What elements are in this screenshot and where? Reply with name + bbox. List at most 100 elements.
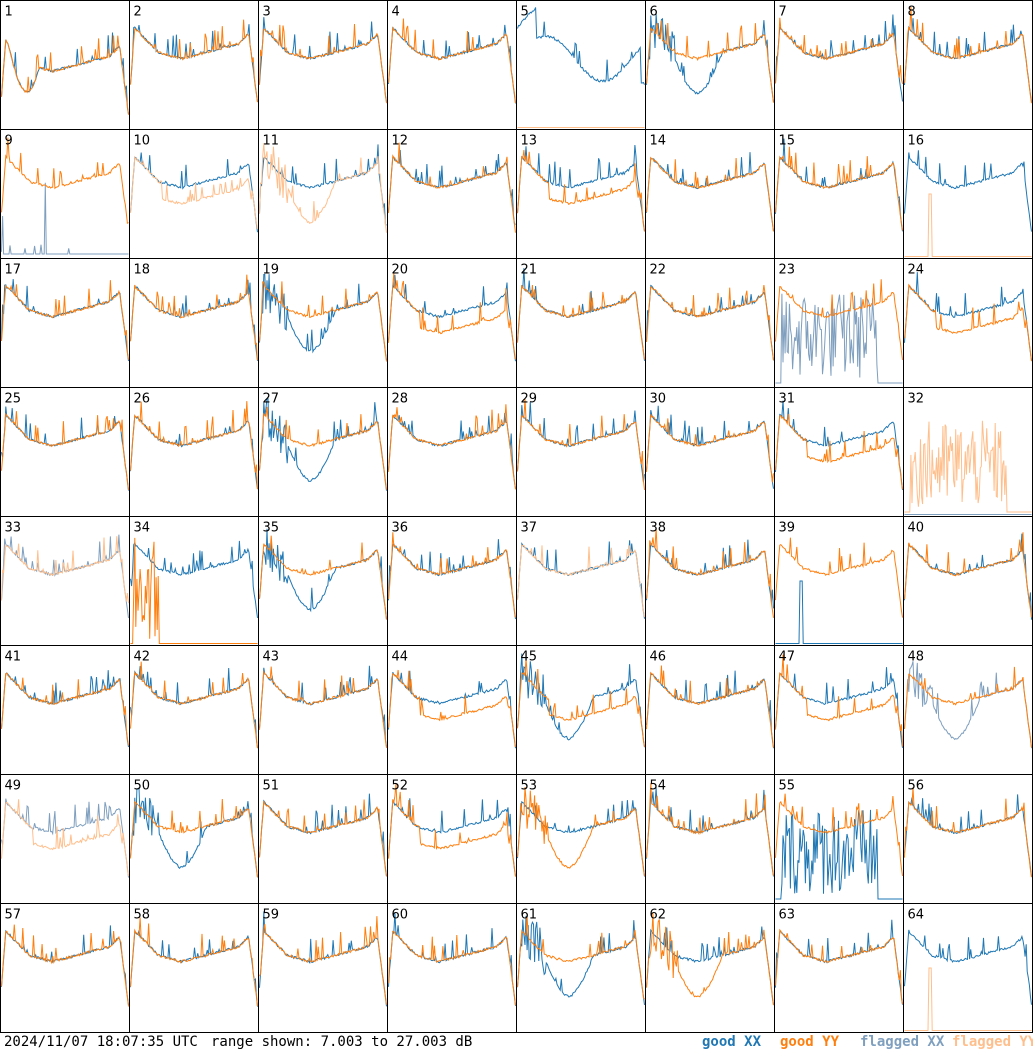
series-yy-7 (775, 17, 903, 85)
legend-good-xx: good XX (702, 1034, 762, 1050)
series-xx-6 (646, 13, 774, 103)
panel-29: 29 (516, 387, 646, 517)
series-xx-15 (775, 138, 903, 232)
panel-label: 40 (908, 521, 925, 536)
series-xx-30 (646, 405, 774, 489)
panel-frame (516, 129, 646, 259)
panel-1: 1 (0, 0, 130, 130)
panel-46: 46 (645, 645, 775, 775)
panel-frame (903, 645, 1033, 775)
panel-label: 46 (650, 650, 667, 665)
series-xx-23 (775, 293, 903, 384)
series-xx-29 (517, 401, 645, 483)
panel-frame (903, 903, 1033, 1033)
series-yy-47 (775, 654, 903, 747)
series-xx-59 (259, 911, 387, 1007)
panel-frame (774, 0, 904, 130)
panel-label: 62 (650, 908, 667, 923)
panel-label: 36 (392, 521, 409, 536)
panel-label: 19 (263, 263, 280, 278)
panel-frame (516, 258, 646, 388)
panel-17: 17 (0, 258, 130, 388)
range-label: range shown: 7.003 to 27.003 dB (211, 1034, 473, 1050)
panel-55: 55 (774, 774, 904, 904)
panel-27: 27 (258, 387, 388, 517)
panel-frame (258, 387, 388, 517)
panel-51: 51 (258, 774, 388, 904)
panel-label: 33 (5, 521, 22, 536)
panel-frame (774, 387, 904, 517)
panel-35: 35 (258, 516, 388, 646)
panel-label: 2 (134, 5, 142, 20)
series-xx-33 (1, 534, 129, 619)
panel-frame (0, 774, 130, 904)
panel-25: 25 (0, 387, 130, 517)
series-xx-51 (259, 793, 387, 877)
panel-label: 64 (908, 908, 925, 923)
series-yy-11 (259, 143, 387, 233)
panel-frame (645, 903, 775, 1033)
panel-frame (0, 903, 130, 1033)
panel-frame (645, 774, 775, 904)
series-xx-63 (775, 919, 903, 1005)
panel-26: 26 (129, 387, 259, 517)
series-yy-8 (904, 6, 1032, 104)
series-xx-24 (904, 272, 1032, 361)
panel-7: 7 (774, 0, 904, 130)
series-yy-19 (259, 281, 387, 362)
panel-label: 29 (521, 392, 538, 407)
series-yy-24 (904, 283, 1032, 362)
panel-32: 32 (903, 387, 1033, 517)
series-xx-18 (130, 279, 258, 361)
series-yy-45 (517, 658, 645, 748)
series-yy-34 (130, 537, 258, 644)
series-yy-52 (388, 783, 516, 877)
panel-frame (516, 645, 646, 775)
panel-label: 58 (134, 908, 151, 923)
series-yy-39 (775, 537, 903, 618)
series-xx-7 (775, 14, 903, 102)
panel-52: 52 (387, 774, 517, 904)
series-xx-21 (517, 268, 645, 361)
panel-frame (387, 645, 517, 775)
panel-50: 50 (129, 774, 259, 904)
panel-frame (387, 516, 517, 646)
series-xx-36 (388, 539, 516, 620)
panel-frame (387, 129, 517, 259)
panel-49: 49 (0, 774, 130, 904)
series-xx-50 (130, 787, 258, 878)
panel-label: 44 (392, 650, 409, 665)
panel-frame (0, 0, 130, 130)
series-yy-20 (388, 273, 516, 360)
series-xx-12 (388, 149, 516, 225)
series-yy-22 (646, 285, 774, 361)
panel-frame (516, 516, 646, 646)
panel-frame (903, 258, 1033, 388)
series-yy-56 (904, 787, 1032, 878)
panel-label: 9 (5, 134, 13, 149)
panel-frame (774, 903, 904, 1033)
series-yy-57 (1, 924, 129, 1007)
legend-flagged-yy: flagged YY (952, 1034, 1033, 1050)
panel-label: 47 (779, 650, 796, 665)
series-yy-46 (646, 665, 774, 748)
series-xx-62 (646, 926, 774, 1005)
panel-label: 8 (908, 5, 916, 20)
panel-label: 55 (779, 779, 796, 794)
panel-frame (0, 645, 130, 775)
series-yy-26 (130, 401, 258, 490)
panel-label: 57 (5, 908, 22, 923)
series-xx-25 (1, 406, 129, 491)
panel-48: 48 (903, 645, 1033, 775)
panel-frame (258, 258, 388, 388)
series-yy-37 (517, 544, 645, 618)
panel-47: 47 (774, 645, 904, 775)
series-xx-14 (646, 152, 774, 232)
series-yy-15 (775, 146, 903, 231)
series-xx-9 (1, 182, 129, 255)
series-yy-12 (388, 142, 516, 233)
panel-53: 53 (516, 774, 646, 904)
panel-label: 7 (779, 5, 787, 20)
panel-5: 5 (516, 0, 646, 130)
panel-label: 43 (263, 650, 280, 665)
